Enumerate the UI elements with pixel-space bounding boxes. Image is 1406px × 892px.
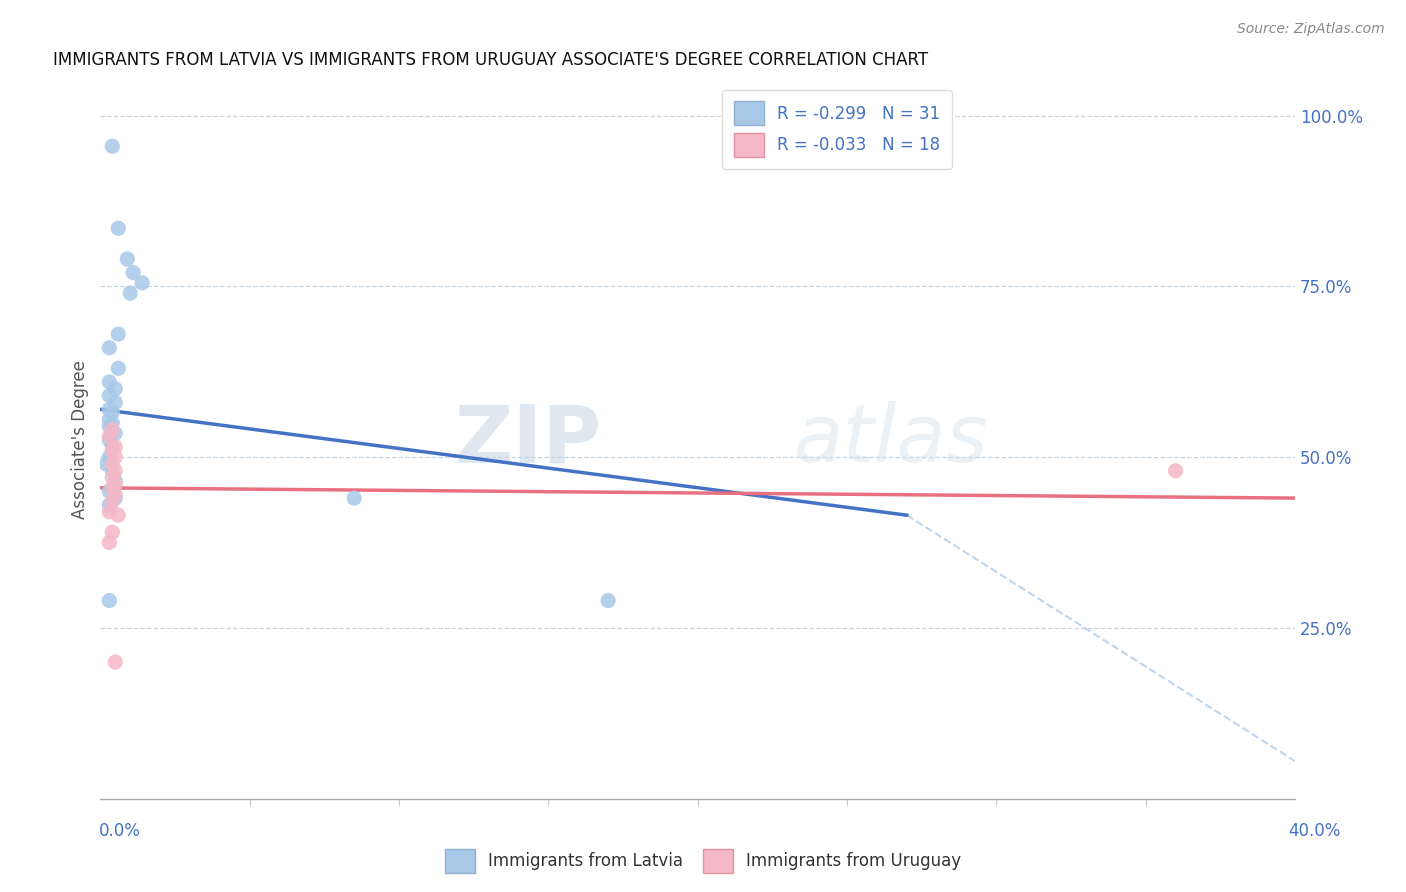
Point: [343, 491, 366, 505]
Point: [101, 457, 124, 471]
Point: [1164, 464, 1187, 478]
Point: [98, 484, 121, 499]
Point: [101, 423, 124, 437]
Point: [115, 252, 138, 266]
Point: [101, 525, 124, 540]
Y-axis label: Associate's Degree: Associate's Degree: [72, 360, 89, 519]
Point: [101, 443, 124, 458]
Point: [98, 412, 121, 426]
Point: [98, 498, 121, 512]
Point: [104, 655, 127, 669]
Point: [98, 535, 121, 549]
Point: [104, 464, 127, 478]
Point: [98, 505, 121, 519]
Point: [596, 593, 619, 607]
Text: Source: ZipAtlas.com: Source: ZipAtlas.com: [1237, 22, 1385, 37]
Point: [101, 470, 124, 484]
Point: [101, 416, 124, 430]
Legend: Immigrants from Latvia, Immigrants from Uruguay: Immigrants from Latvia, Immigrants from …: [437, 842, 969, 880]
Point: [96, 457, 118, 471]
Point: [101, 139, 124, 153]
Point: [101, 494, 124, 508]
Point: [98, 419, 121, 434]
Text: IMMIGRANTS FROM LATVIA VS IMMIGRANTS FROM URUGUAY ASSOCIATE'S DEGREE CORRELATION: IMMIGRANTS FROM LATVIA VS IMMIGRANTS FRO…: [52, 51, 928, 69]
Point: [131, 276, 153, 290]
Point: [101, 406, 124, 420]
Point: [101, 464, 124, 478]
Point: [101, 440, 124, 454]
Text: 40.0%: 40.0%: [1288, 822, 1341, 840]
Point: [104, 426, 127, 441]
Point: [104, 395, 127, 409]
Point: [107, 508, 129, 523]
Point: [98, 402, 121, 417]
Point: [104, 477, 127, 491]
Text: ZIP: ZIP: [456, 401, 602, 479]
Text: 0.0%: 0.0%: [98, 822, 141, 840]
Point: [98, 389, 121, 403]
Point: [120, 286, 142, 301]
Point: [107, 327, 129, 342]
Text: atlas: atlas: [793, 401, 988, 479]
Point: [98, 375, 121, 389]
Point: [98, 341, 121, 355]
Point: [104, 440, 127, 454]
Point: [104, 491, 127, 505]
Point: [98, 429, 121, 443]
Point: [104, 474, 127, 488]
Point: [107, 361, 129, 376]
Point: [104, 488, 127, 502]
Legend: R = -0.299   N = 31, R = -0.033   N = 18: R = -0.299 N = 31, R = -0.033 N = 18: [723, 90, 952, 169]
Point: [104, 450, 127, 464]
Point: [98, 433, 121, 447]
Point: [122, 266, 145, 280]
Point: [101, 481, 124, 495]
Point: [98, 593, 121, 607]
Point: [98, 450, 121, 464]
Point: [104, 382, 127, 396]
Point: [107, 221, 129, 235]
